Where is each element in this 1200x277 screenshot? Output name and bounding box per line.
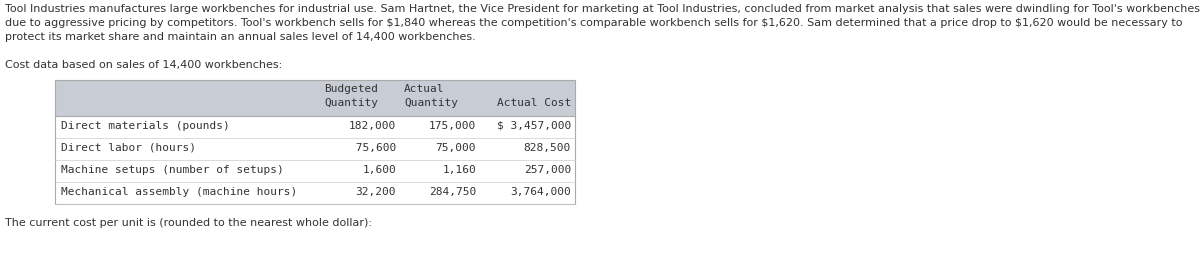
Text: Budgeted: Budgeted [324, 84, 378, 94]
Bar [55, 80, 575, 116]
Text: Actual: Actual [404, 84, 444, 94]
Text: $ 3,457,000: $ 3,457,000 [497, 121, 571, 131]
Text: 257,000: 257,000 [523, 165, 571, 175]
Text: Direct labor (hours): Direct labor (hours) [61, 143, 196, 153]
Text: 32,200: 32,200 [355, 187, 396, 197]
Text: 1,600: 1,600 [362, 165, 396, 175]
Text: 3,764,000: 3,764,000 [510, 187, 571, 197]
Text: protect its market share and maintain an annual sales level of 14,400 workbenche: protect its market share and maintain an… [5, 32, 475, 42]
Text: 175,000: 175,000 [428, 121, 476, 131]
Text: 1,160: 1,160 [443, 165, 476, 175]
Text: Tool Industries manufactures large workbenches for industrial use. Sam Hartnet, : Tool Industries manufactures large workb… [5, 4, 1200, 14]
Text: Machine setups (number of setups): Machine setups (number of setups) [61, 165, 283, 175]
Text: 828,500: 828,500 [523, 143, 571, 153]
Text: 182,000: 182,000 [349, 121, 396, 131]
Text: Direct materials (pounds): Direct materials (pounds) [61, 121, 229, 131]
Text: The current cost per unit is (rounded to the nearest whole dollar):: The current cost per unit is (rounded to… [5, 218, 372, 228]
Text: 284,750: 284,750 [428, 187, 476, 197]
Text: 75,000: 75,000 [436, 143, 476, 153]
Text: due to aggressive pricing by competitors. Tool's workbench sells for $1,840 wher: due to aggressive pricing by competitors… [5, 18, 1182, 28]
Bar [55, 80, 575, 204]
Text: 75,600: 75,600 [349, 143, 396, 153]
Text: Cost data based on sales of 14,400 workbenches:: Cost data based on sales of 14,400 workb… [5, 60, 282, 70]
Text: Quantity: Quantity [324, 98, 378, 108]
Text: Mechanical assembly (machine hours): Mechanical assembly (machine hours) [61, 187, 298, 197]
Text: Actual Cost: Actual Cost [497, 98, 571, 108]
Text: Quantity: Quantity [404, 98, 458, 108]
